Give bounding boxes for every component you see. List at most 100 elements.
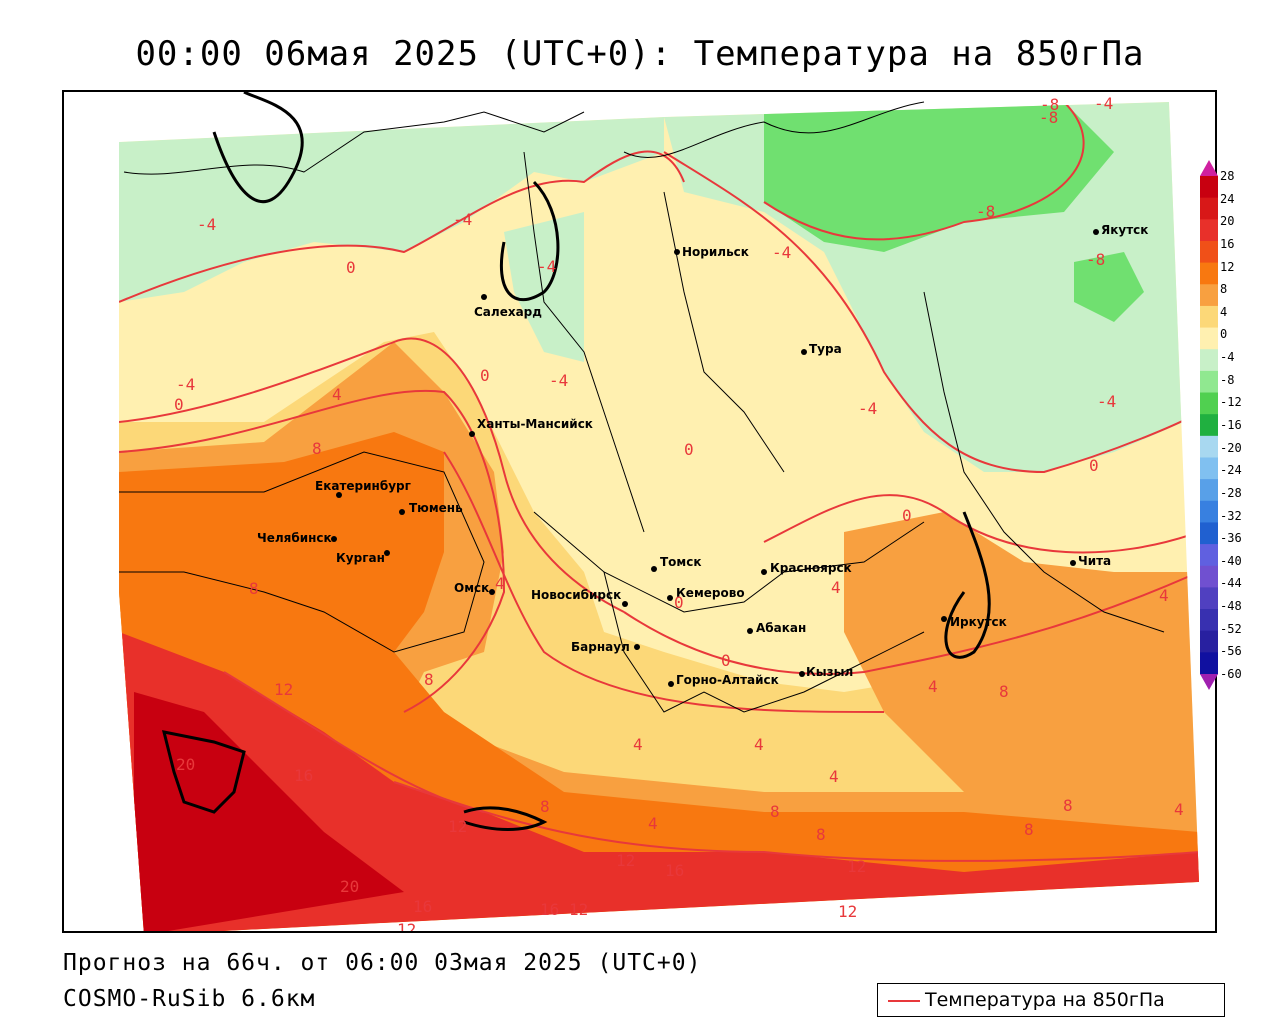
colorbar-level-label: 16: [1220, 236, 1235, 251]
isotherm-label: 8: [770, 802, 780, 821]
isotherm-label: 4: [332, 385, 342, 404]
city-label: Барнаул: [571, 640, 630, 654]
colorbar-level-label: 0: [1220, 327, 1228, 342]
isotherm-label: -8: [1086, 250, 1105, 269]
isotherm-label: 4: [648, 814, 658, 833]
isotherm-label: 12: [838, 902, 857, 921]
isotherm-label: 12: [448, 817, 467, 836]
city-label: Тюмень: [409, 501, 463, 515]
city-labels: Норильск Якутск Салехард Тура Ханты-Манс…: [257, 223, 1148, 687]
isotherm-label: -4: [197, 215, 216, 234]
isotherm-label: 12: [274, 680, 293, 699]
colorbar-level-label: -36: [1220, 531, 1242, 546]
colorbar-level-label: 12: [1220, 259, 1235, 274]
colorbar-cell: [1200, 176, 1218, 199]
isotherm-label: -8: [1039, 108, 1058, 127]
colorbar-level-label: 8: [1220, 282, 1228, 297]
city-label: Омск: [454, 581, 489, 595]
colorbar-cell: [1200, 262, 1218, 285]
isotherm-label: 8: [424, 670, 434, 689]
colorbar-cell: [1200, 630, 1218, 653]
isotherm-label: 8: [1024, 820, 1034, 839]
isotherm-label: 4: [831, 578, 841, 597]
colorbar-cell: [1200, 284, 1218, 307]
city-label: Челябинск: [257, 531, 332, 545]
isotherm-label: -4: [1094, 94, 1113, 113]
isotherm-label: 20: [340, 877, 359, 896]
isotherm-label: 8: [816, 825, 826, 844]
isotherm-label: 16: [665, 861, 684, 880]
colorbar-cell: [1200, 652, 1218, 675]
isotherm-label: 16: [294, 766, 313, 785]
city-label: Красноярск: [770, 561, 852, 575]
isotherm-label: -8: [976, 202, 995, 221]
isotherm-label: 4: [495, 574, 505, 593]
colorbar-level-label: -32: [1220, 508, 1242, 523]
isotherm-label: 0: [174, 395, 184, 414]
colorbar-level-label: -20: [1220, 440, 1242, 455]
isotherm-label: 0: [346, 258, 356, 277]
colorbar-cell: [1200, 544, 1218, 567]
colorbar-level-label: -24: [1220, 463, 1242, 478]
isotherm-label: -4: [772, 243, 791, 262]
city-label: Тура: [809, 342, 842, 356]
colorbar-cell: [1200, 305, 1218, 329]
isotherm-label: -4: [858, 399, 877, 418]
isotherm-label: 12: [616, 851, 635, 870]
map-canvas: Норильск Якутск Салехард Тура Ханты-Манс…: [119, 92, 1199, 933]
isotherm-label: 0: [674, 593, 684, 612]
colorbar-top-arrow: [1200, 160, 1218, 176]
borders: [119, 101, 1165, 713]
colorbar-cells: [1200, 176, 1218, 675]
colorbar-level-label: -44: [1220, 576, 1242, 591]
colorbar-level-label: 28: [1220, 169, 1235, 183]
colorbar-cell: [1200, 522, 1218, 545]
forecast-info: Прогноз на 66ч. от 06:00 03мая 2025 (UTC…: [63, 950, 702, 976]
city-label: Ханты-Мансийск: [477, 417, 593, 431]
isotherm-label: 0: [1089, 456, 1099, 475]
legend-label: Температура на 850гПа: [925, 989, 1165, 1011]
city-label: Томск: [660, 555, 702, 569]
city-label: Кемерово: [676, 586, 745, 600]
isotherm-label: 16: [413, 897, 432, 916]
isotherm-label: -8: [1040, 95, 1059, 114]
city-label: Иркутск: [950, 615, 1007, 629]
temperature-field: [119, 102, 1199, 931]
isotherm-label: 4: [754, 735, 764, 754]
colorbar-level-label: -52: [1220, 621, 1242, 636]
colorbar-level-label: 24: [1220, 191, 1235, 206]
city-label: Кызыл: [806, 665, 853, 679]
isotherm-label: 4: [633, 735, 643, 754]
isotherm-label: 8: [999, 682, 1009, 701]
city-label: Норильск: [682, 245, 749, 259]
colorbar-cell: [1200, 392, 1218, 415]
colorbar-cell: [1200, 197, 1218, 220]
colorbar-cell: [1200, 414, 1218, 437]
isotherm-label: 12: [397, 920, 416, 933]
colorbar-level-label: -56: [1220, 644, 1242, 659]
isotherm-label: 8: [249, 579, 259, 598]
isotherm-label: 8: [540, 797, 550, 816]
colorbar-level-label: -16: [1220, 418, 1242, 432]
city-label: Горно-Алтайск: [676, 673, 779, 687]
map-title: 00:00 06мая 2025 (UTC+0): Температура на…: [135, 34, 1145, 74]
isotherm-lines: [119, 102, 1199, 862]
colorbar-cell: [1200, 219, 1218, 242]
colorbar-cell: [1200, 565, 1218, 588]
isotherm-label: 12: [847, 857, 866, 876]
colorbar-level-label: -60: [1220, 667, 1242, 681]
city-label: Чита: [1078, 554, 1111, 568]
colorbar-level-label: -48: [1220, 599, 1242, 614]
isotherm-label: 0: [684, 440, 694, 459]
city-label: Новосибирск: [531, 588, 621, 602]
isotherm-label: 0: [721, 651, 731, 670]
isotherm-label: -4: [176, 375, 195, 394]
isotherm-label: 4: [928, 677, 938, 696]
colorbar-cell: [1200, 435, 1218, 458]
city-markers: [331, 229, 1099, 687]
colorbar-level-label: 4: [1220, 304, 1228, 319]
colorbar-cell: [1200, 609, 1218, 632]
isotherm-label: 0: [902, 506, 912, 525]
colorbar-cell: [1200, 349, 1218, 372]
map-legend: Температура на 850гПа: [877, 983, 1225, 1017]
